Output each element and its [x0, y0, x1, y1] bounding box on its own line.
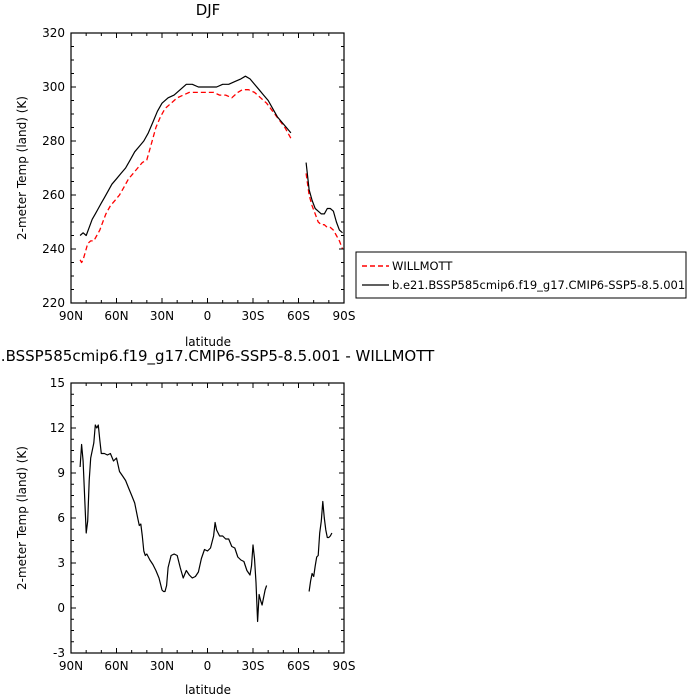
top-chart-y-tick-label: 240: [42, 242, 65, 256]
top-chart-x-tick-label: 30S: [242, 309, 265, 323]
legend-box: [355, 251, 687, 299]
bottom-chart-x-tick-label: 60S: [287, 659, 310, 673]
top-chart-line-b-e21-bssp585cmip6-f19-g-seg-2: [305, 162, 343, 234]
bottom-chart-y-tick-label: 6: [57, 511, 65, 525]
bottom-chart-x-axis-label: latitude: [185, 683, 231, 697]
top-chart-x-tick-label: 30N: [150, 309, 174, 323]
bottom-chart-y-tick-label: -3: [53, 646, 65, 660]
top-chart-y-tick-label: 280: [42, 134, 65, 148]
top-chart-legend: WILLMOTT b.e21.BSSP585cmip6.f19_g17.CMIP…: [355, 251, 687, 299]
bottom-chart-plot: 90N 60N 30N 0 30S 60S 90S -3 0 3 6 9 12 15: [50, 376, 356, 673]
top-chart-x-axis-label: latitude: [185, 335, 231, 349]
top-chart-frame: [70, 32, 345, 304]
bottom-chart-line-series-1-seg-1: [79, 424, 268, 623]
top-chart-line-b-e21-bssp585cmip6-f19-g-seg-1: [79, 75, 292, 237]
bottom-chart-y-tick-label: 9: [57, 466, 65, 480]
bottom-chart-y-axis-label: 2-meter Temp (land) (K): [15, 446, 29, 590]
top-chart-x-tick-label: 60N: [104, 309, 128, 323]
bottom-chart-y-tick-label: 15: [50, 376, 65, 390]
bottom-chart-frame: [70, 382, 345, 654]
bottom-chart-x-tick-label: 90N: [59, 659, 83, 673]
top-chart-x-tick-label: 90N: [59, 309, 83, 323]
top-chart-y-tick-label: 300: [42, 80, 65, 94]
bottom-chart-x-tick-label: 0: [204, 659, 212, 673]
legend-label-willmott: WILLMOTT: [392, 259, 453, 273]
bottom-chart-y-tick-label: 0: [57, 601, 65, 615]
bottom-chart-x-tick-label: 30S: [242, 659, 265, 673]
top-chart-plot: 90N 60N 30N 0 30S 60S 90S 220 240 260 280 300 320: [42, 26, 355, 323]
top-chart-x-tick-label: 90S: [333, 309, 356, 323]
top-chart-y-tick-label: 260: [42, 188, 65, 202]
bottom-chart-y-tick-label: 3: [57, 556, 65, 570]
top-chart-y-tick-label: 320: [42, 26, 65, 40]
top-chart-line-willmott-seg-1: [79, 89, 292, 264]
bottom-chart-x-tick-label: 60N: [104, 659, 128, 673]
top-chart-y-tick-label: 220: [42, 296, 65, 310]
bottom-chart-x-tick-label: 30N: [150, 659, 174, 673]
bottom-chart-line-series-1-seg-2: [308, 500, 333, 592]
bottom-chart-x-tick-label: 90S: [333, 659, 356, 673]
top-chart-title: DJF: [196, 1, 221, 19]
top-chart-x-tick-label: 0: [204, 309, 212, 323]
legend-label-model: b.e21.BSSP585cmip6.f19_g17.CMIP6-SSP5-8.…: [392, 278, 685, 292]
bottom-chart-y-tick-label: 12: [50, 421, 65, 435]
bottom-chart-title: 21.BSSP585cmip6.f19_g17.CMIP6-SSP5-8.5.0…: [0, 347, 435, 366]
top-chart-y-axis-label: 2-meter Temp (land) (K): [15, 96, 29, 240]
top-chart-x-tick-label: 60S: [287, 309, 310, 323]
top-chart-line-willmott-seg-2: [305, 173, 344, 250]
